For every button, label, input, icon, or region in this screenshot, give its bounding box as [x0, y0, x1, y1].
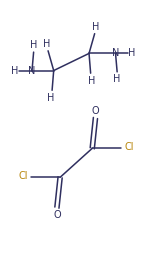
Text: H: H: [30, 40, 37, 50]
Text: N: N: [112, 48, 119, 58]
Text: H: H: [113, 74, 121, 84]
Text: O: O: [92, 106, 99, 116]
Text: H: H: [43, 39, 51, 49]
Text: Cl: Cl: [124, 142, 134, 152]
Text: Cl: Cl: [18, 171, 28, 181]
Text: H: H: [12, 65, 19, 76]
Text: H: H: [47, 93, 54, 103]
Text: H: H: [92, 21, 100, 32]
Text: H: H: [128, 48, 135, 58]
Text: N: N: [28, 65, 36, 76]
Text: H: H: [88, 76, 96, 86]
Text: O: O: [53, 210, 61, 220]
